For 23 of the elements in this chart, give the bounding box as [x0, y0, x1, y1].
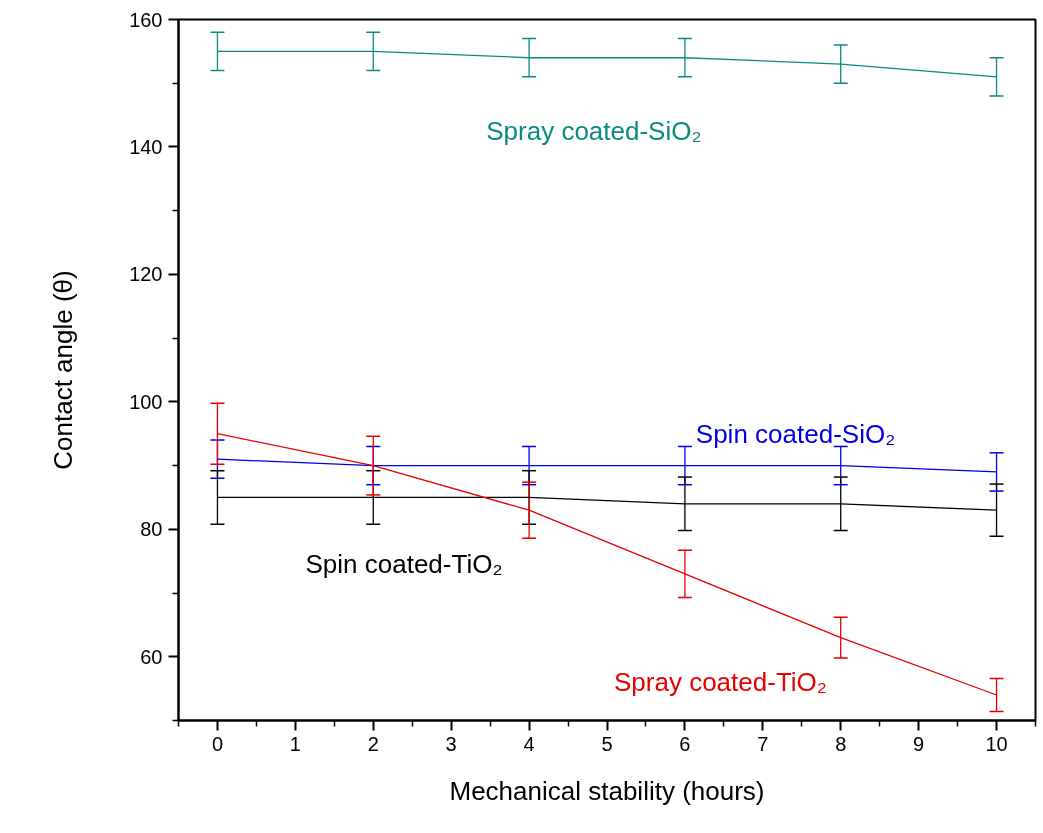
- x-tick-label: 0: [211, 732, 224, 755]
- x-tick-label: 7: [757, 732, 769, 755]
- x-tick-label: 3: [445, 732, 457, 755]
- y-tick-label: 100: [129, 390, 163, 413]
- x-tick-label: 4: [523, 732, 535, 755]
- y-tick-label: 120: [129, 263, 163, 286]
- text: Spray coated-SiO₂: [486, 116, 702, 147]
- x-tick-label: 9: [913, 732, 925, 755]
- x-tick-label: 1: [289, 732, 301, 755]
- x-tick-label: 6: [679, 732, 691, 755]
- y-tick-label: 60: [140, 645, 163, 668]
- y-axis-title: Contact angle (θ): [48, 270, 79, 470]
- x-tick-label: 5: [601, 732, 613, 755]
- x-tick-label: 2: [367, 732, 379, 755]
- x-axis-title: Mechanical stability (hours): [449, 775, 765, 806]
- series-label: Spin coated-TiO₂: [305, 548, 503, 579]
- series-label: Spin coated-SiO₂: [695, 418, 896, 449]
- y-tick-label: 160: [129, 8, 163, 31]
- y-tick-label: 140: [129, 135, 163, 158]
- x-tick-label: 8: [835, 732, 847, 755]
- series-label: Spray coated-TiO₂: [614, 667, 827, 698]
- x-tick-label: 10: [985, 732, 1008, 755]
- y-tick-label: 80: [140, 518, 163, 541]
